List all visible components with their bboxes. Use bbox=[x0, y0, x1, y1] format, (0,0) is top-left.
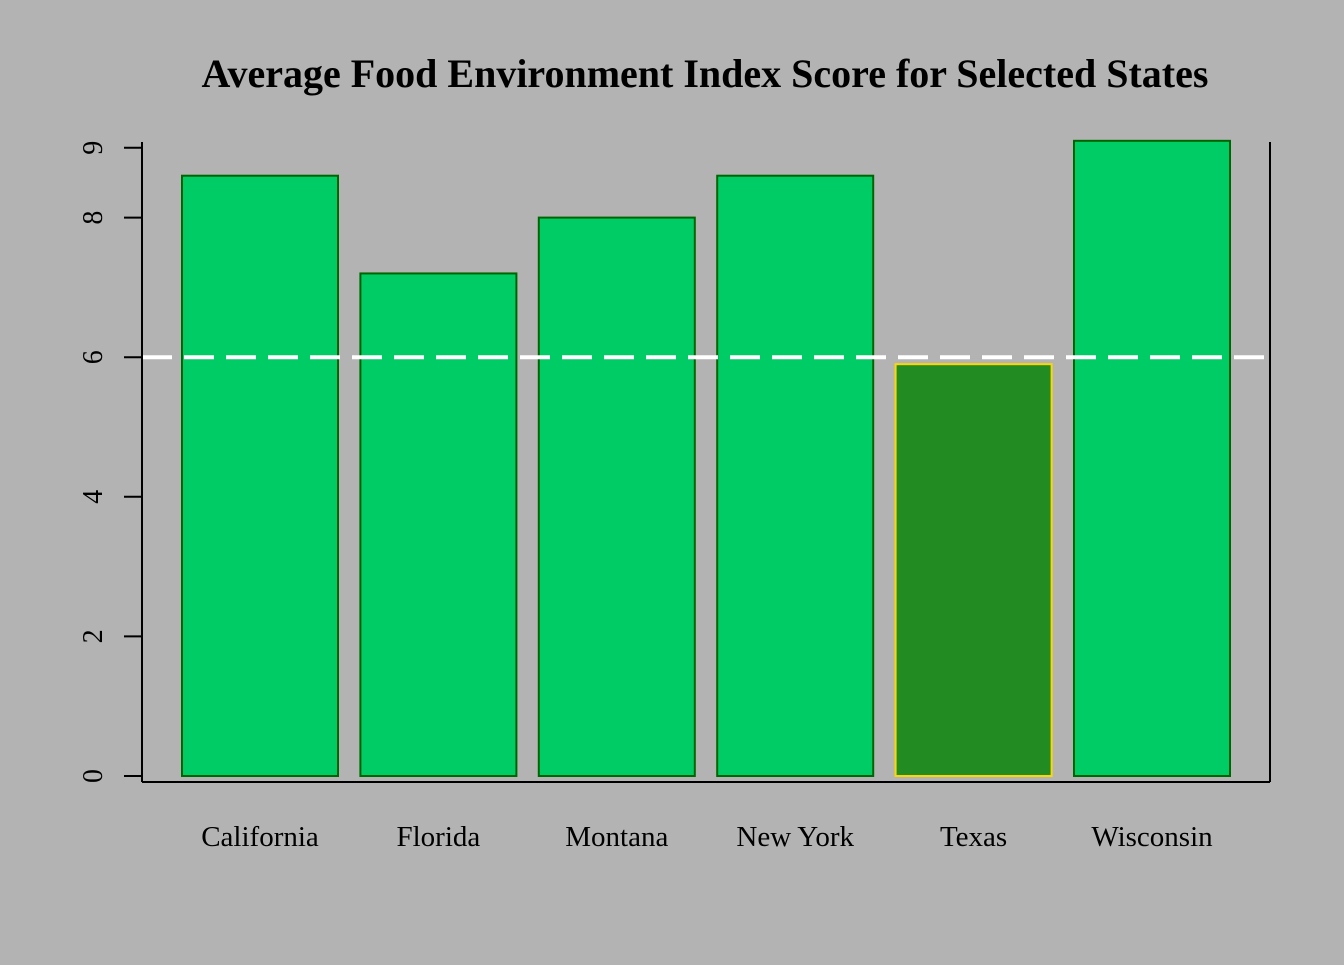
y-tick-label-8: 8 bbox=[78, 211, 109, 225]
y-tick-label-2: 2 bbox=[78, 629, 109, 643]
bar-texas bbox=[894, 363, 1053, 777]
x-tick-label-florida: Florida bbox=[397, 821, 481, 853]
bar-florida bbox=[359, 272, 518, 777]
x-tick-label-wisconsin: Wisconsin bbox=[1091, 821, 1213, 853]
x-tick-label-montana: Montana bbox=[565, 821, 668, 853]
axis-layer: 0 2 4 6 8 9 bbox=[78, 141, 1271, 783]
x-tick-label-texas: Texas bbox=[940, 821, 1007, 853]
bar-montana bbox=[537, 216, 696, 778]
x-tick-label-california: California bbox=[201, 821, 319, 853]
x-tick-label-new-york: New York bbox=[736, 821, 854, 853]
chart-title: Average Food Environment Index Score for… bbox=[202, 51, 1209, 96]
y-tick-label-0: 0 bbox=[78, 769, 109, 783]
bars-layer bbox=[181, 139, 1231, 778]
y-tick-label-6: 6 bbox=[78, 350, 109, 364]
y-tick-label-4: 4 bbox=[78, 490, 109, 504]
bar-wisconsin bbox=[1073, 139, 1231, 777]
category-labels-layer: California Florida Montana New York Texas Wis… bbox=[201, 821, 1213, 853]
y-tick-label-9: 9 bbox=[78, 141, 109, 155]
bar-california bbox=[181, 174, 339, 778]
bar-new-york bbox=[716, 174, 875, 778]
